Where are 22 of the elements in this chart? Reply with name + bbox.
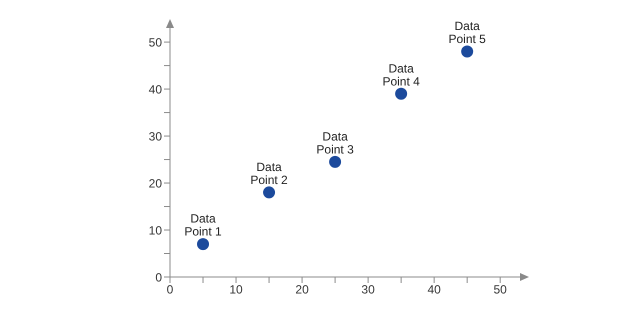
- y-tick-label: 0: [155, 270, 162, 284]
- x-tick-label: 10: [229, 282, 244, 297]
- data-label: Data Point 1: [184, 212, 222, 239]
- x-tick-label: 40: [427, 282, 442, 297]
- data-label: Data Point 4: [382, 61, 420, 88]
- x-tick-label: 0: [166, 282, 174, 297]
- data-label: Data Point 3: [316, 129, 354, 156]
- data-label: Data Point 5: [448, 18, 486, 46]
- point: [461, 45, 474, 58]
- x-tick-label: 30: [361, 282, 376, 297]
- y-tick-label: 10: [148, 223, 162, 238]
- point: [197, 238, 210, 250]
- point: [329, 156, 342, 168]
- y-tick-label: 50: [148, 35, 162, 50]
- data-label: Data Point 2: [250, 160, 288, 187]
- y-tick-label: 30: [148, 129, 162, 144]
- y-tick-label: 20: [148, 176, 162, 190]
- x-tick-label: 20: [295, 282, 310, 297]
- point: [263, 186, 276, 198]
- point: [395, 88, 408, 100]
- x-tick-label: 50: [494, 282, 508, 297]
- y-tick-label: 40: [148, 82, 162, 96]
